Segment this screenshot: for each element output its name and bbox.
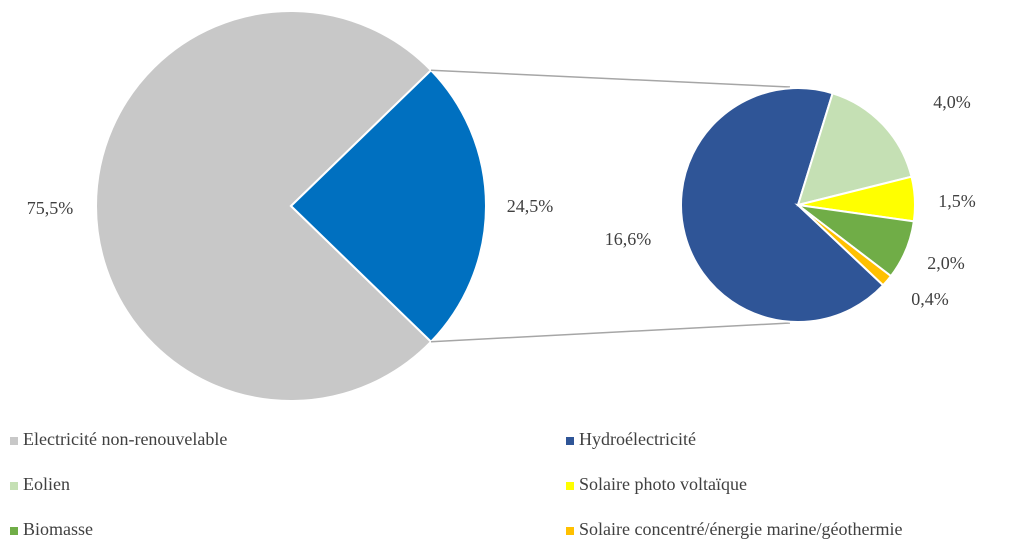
pie-slice bbox=[796, 91, 913, 207]
pie-slice bbox=[680, 87, 885, 323]
data-label: 24,5% bbox=[507, 196, 554, 216]
data-label: 16,6% bbox=[605, 229, 652, 249]
pie-slice bbox=[95, 10, 433, 402]
legend-label: Eolien bbox=[23, 474, 70, 494]
legend-label: Solaire concentré/énergie marine/géother… bbox=[579, 519, 903, 539]
pie-slice bbox=[289, 68, 487, 344]
legend-swatch bbox=[566, 437, 574, 445]
connector-line bbox=[430, 322, 791, 343]
data-label: 0,4% bbox=[911, 289, 949, 309]
legend-label: Solaire photo voltaïque bbox=[579, 474, 747, 494]
legend-label: Biomasse bbox=[23, 519, 93, 539]
data-label: 4,0% bbox=[933, 92, 971, 112]
data-label: 2,0% bbox=[927, 253, 965, 273]
legend-swatch bbox=[566, 527, 574, 535]
legend-swatch bbox=[566, 482, 574, 490]
legend-swatch bbox=[10, 482, 18, 490]
legend-label: Hydroélectricité bbox=[579, 429, 696, 449]
data-label: 75,5% bbox=[27, 198, 74, 218]
data-label: 1,5% bbox=[938, 191, 976, 211]
legend-swatch bbox=[10, 437, 18, 445]
legend-label: Electricité non-renouvelable bbox=[23, 429, 227, 449]
connector-line bbox=[430, 69, 791, 88]
pie-slice bbox=[797, 204, 893, 287]
legend-swatch bbox=[10, 527, 18, 535]
